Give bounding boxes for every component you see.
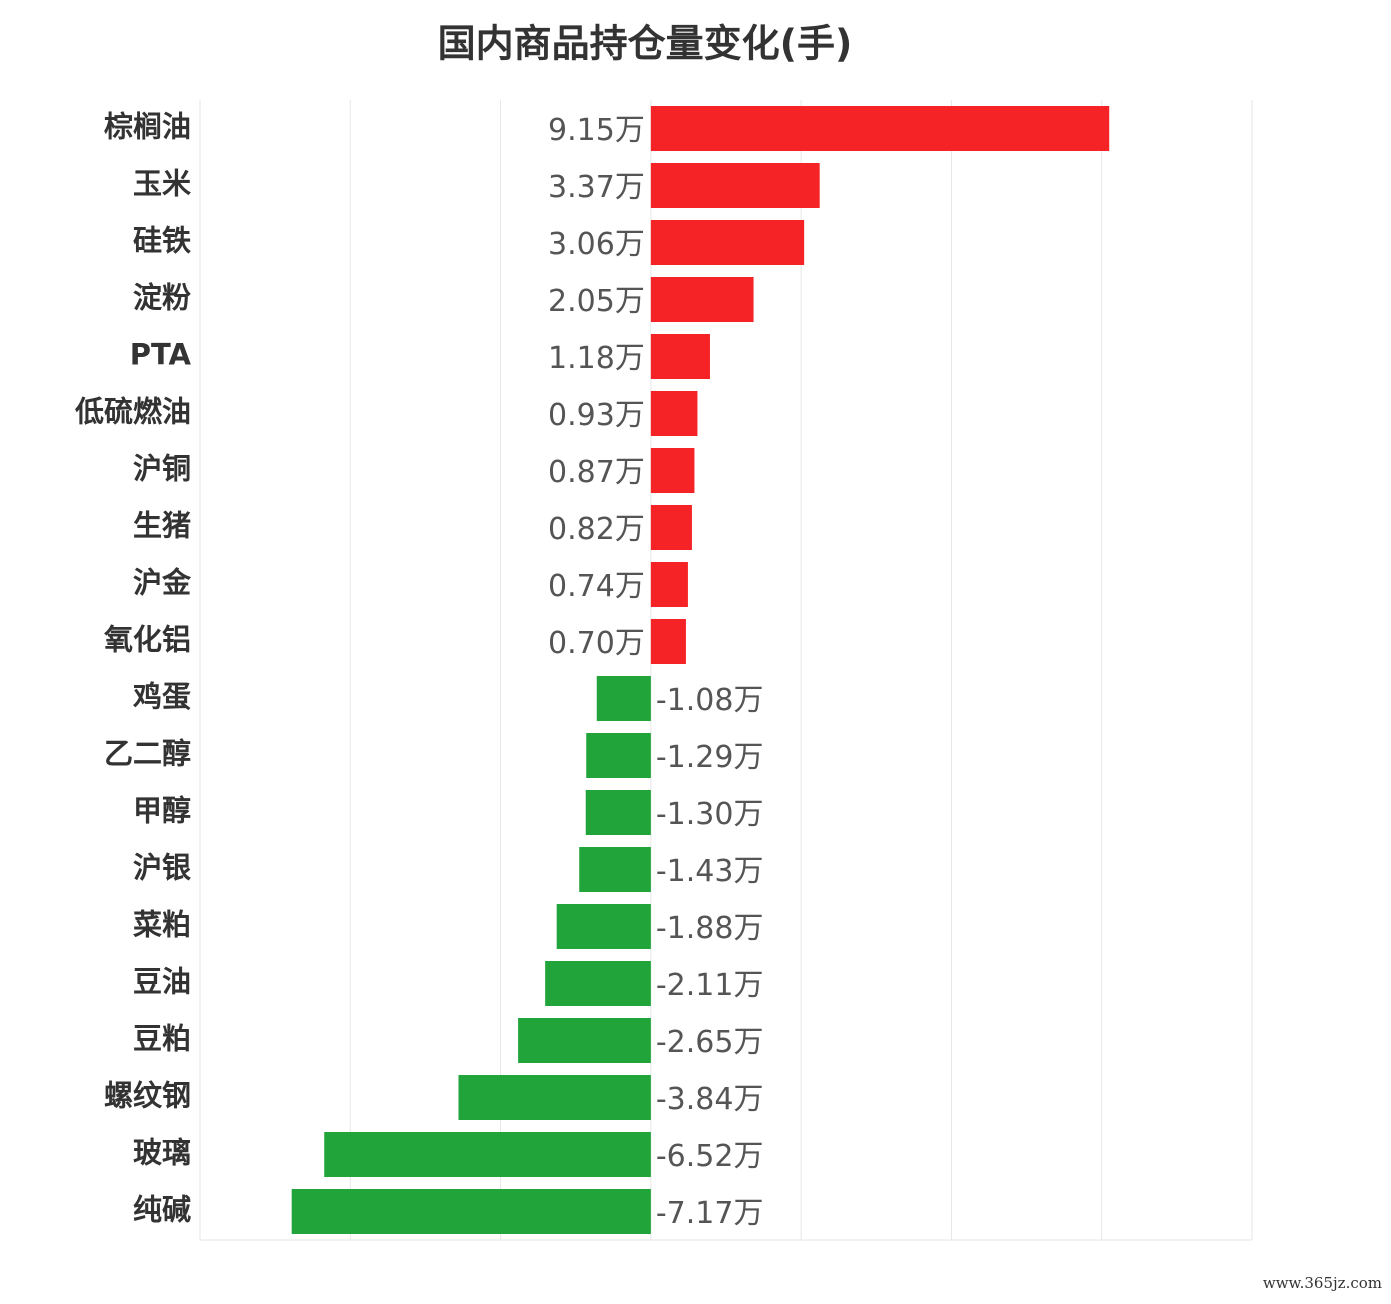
- value-label: -2.11万: [656, 968, 764, 1003]
- y-tick-label: 豆油: [133, 965, 191, 999]
- bar: [324, 1132, 651, 1177]
- value-label: 9.15万: [548, 113, 645, 148]
- value-label: -6.52万: [656, 1139, 764, 1174]
- bar: [650, 391, 698, 436]
- y-tick-label: 生猪: [133, 509, 191, 543]
- y-tick-label: 纯碱: [133, 1193, 191, 1227]
- y-tick-label: 鸡蛋: [133, 680, 191, 714]
- y-tick-label: 玻璃: [133, 1136, 191, 1170]
- bar: [650, 562, 688, 607]
- bar: [596, 676, 651, 721]
- value-label: 1.18万: [548, 341, 645, 376]
- y-tick-label: 菜粕: [133, 908, 191, 942]
- y-tick-label: 豆粕: [133, 1022, 191, 1056]
- bar: [650, 448, 695, 493]
- value-label: -1.43万: [656, 854, 764, 889]
- bar: [518, 1018, 651, 1063]
- bar: [650, 619, 686, 664]
- value-label: 0.87万: [548, 455, 645, 490]
- y-tick-label: 氧化铝: [103, 623, 191, 657]
- value-label: -1.08万: [656, 683, 764, 718]
- value-label: -7.17万: [656, 1196, 764, 1231]
- bar: [585, 790, 651, 835]
- y-tick-label: 螺纹钢: [104, 1079, 191, 1113]
- y-tick-label: 沪银: [133, 851, 191, 885]
- bar: [579, 847, 651, 892]
- y-tick-label: 玉米: [133, 167, 191, 201]
- value-label: 0.82万: [548, 512, 645, 547]
- bar: [650, 277, 754, 322]
- value-label: 0.93万: [548, 398, 645, 433]
- bar: [650, 334, 710, 379]
- bar: [556, 904, 651, 949]
- bar: [650, 163, 820, 208]
- y-tick-label: 沪铜: [133, 452, 191, 486]
- value-label: 2.05万: [548, 284, 645, 319]
- value-label: -1.30万: [656, 797, 764, 832]
- bar: [545, 961, 651, 1006]
- y-tick-label: 乙二醇: [104, 737, 191, 771]
- y-tick-label: PTA: [130, 338, 192, 372]
- y-tick-label: 硅铁: [133, 224, 191, 258]
- value-label: 0.70万: [548, 626, 645, 661]
- value-label: 3.06万: [548, 227, 645, 262]
- chart-title: 国内商品持仓量变化(手): [438, 22, 853, 66]
- bar: [650, 220, 805, 265]
- bar: [650, 106, 1110, 151]
- y-tick-label: 棕榈油: [104, 110, 191, 144]
- value-label: 3.37万: [548, 170, 645, 205]
- value-label: -1.29万: [656, 740, 764, 775]
- y-tick-label: 低硫燃油: [74, 395, 191, 429]
- y-tick-label: 甲醇: [133, 794, 191, 828]
- watermark: www.365jz.com: [1263, 1274, 1382, 1292]
- y-tick-label: 淀粉: [133, 281, 191, 315]
- value-label: -2.65万: [656, 1025, 764, 1060]
- value-label: -1.88万: [656, 911, 764, 946]
- y-tick-label: 沪金: [133, 566, 192, 600]
- bar: [291, 1189, 651, 1234]
- value-label: -3.84万: [656, 1082, 764, 1117]
- value-label: 0.74万: [548, 569, 645, 604]
- bar: [650, 505, 692, 550]
- bar: [458, 1075, 651, 1120]
- bar: [586, 733, 651, 778]
